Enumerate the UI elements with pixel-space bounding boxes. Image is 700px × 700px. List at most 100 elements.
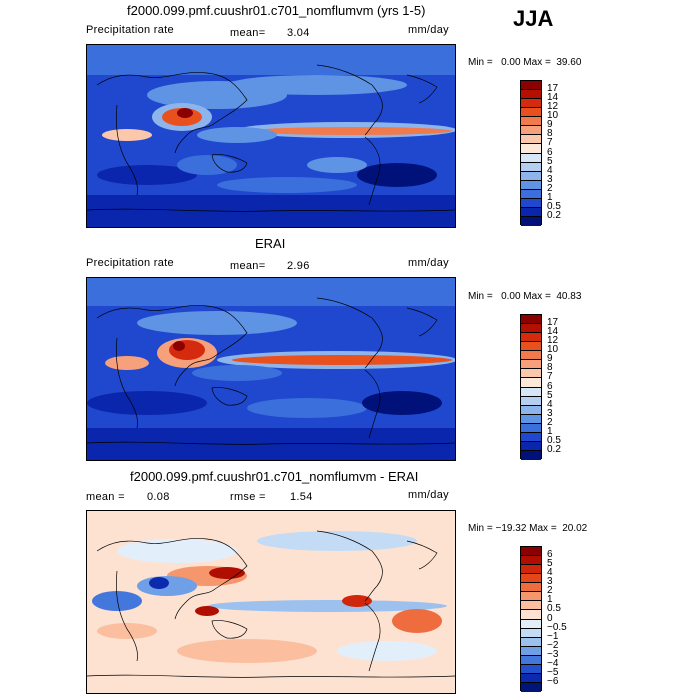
colorbar-swatch — [521, 162, 541, 172]
colorbar-tick-label: 4 — [547, 567, 553, 579]
colorbar-swatch — [521, 592, 541, 602]
panel3-difference-field — [92, 531, 447, 663]
panel3-coastlines — [87, 530, 455, 678]
panel2-colorbar — [520, 314, 542, 460]
colorbar-tick-label: 0.5 — [547, 434, 561, 446]
colorbar-tick-label: 14 — [547, 326, 559, 338]
colorbar-swatch — [521, 360, 541, 370]
colorbar-swatch — [521, 637, 541, 647]
panel2-precip-map — [86, 277, 456, 461]
colorbar-tick-label: −2 — [547, 639, 559, 651]
colorbar-tick-label: 7 — [547, 371, 553, 383]
colorbar-swatch — [521, 135, 541, 145]
colorbar-swatch — [521, 673, 541, 683]
colorbar-swatch — [521, 432, 541, 442]
colorbar-swatch — [521, 565, 541, 575]
panel2-coastlines — [87, 297, 455, 445]
colorbar-tick-label: 9 — [547, 353, 553, 365]
colorbar-swatch — [521, 99, 541, 109]
colorbar-swatch — [521, 378, 541, 388]
colorbar-tick-label: 2 — [547, 585, 553, 597]
colorbar-swatch — [521, 547, 541, 557]
colorbar-swatch — [521, 189, 541, 199]
colorbar-tick-label: 1 — [547, 425, 553, 437]
panel2-colorbar-segments — [521, 315, 541, 460]
colorbar-swatch — [521, 108, 541, 118]
colorbar-tick-label: 4 — [547, 164, 553, 176]
colorbar-swatch — [521, 117, 541, 127]
colorbar-tick-label: 12 — [547, 335, 559, 347]
colorbar-tick-label: 5 — [547, 389, 553, 401]
panel3-difference-map — [86, 510, 456, 694]
panel2-mean-label: mean= — [230, 260, 266, 272]
panel2-title: ERAI — [255, 236, 286, 251]
colorbar-swatch — [521, 441, 541, 451]
panel3-colorbar-segments — [521, 547, 541, 692]
panel2-units: mm/day — [408, 257, 449, 269]
colorbar-swatch — [521, 351, 541, 361]
colorbar-tick-label: 1 — [547, 191, 553, 203]
colorbar-tick-label: 9 — [547, 119, 553, 131]
colorbar-swatch — [521, 655, 541, 665]
colorbar-tick-label: −6 — [547, 675, 559, 687]
colorbar-tick-label: 5 — [547, 155, 553, 167]
panel3-mean-value: 0.08 — [147, 491, 170, 503]
colorbar-tick-label: 0.5 — [547, 603, 561, 615]
panel1-precip-map — [86, 44, 456, 228]
colorbar-swatch — [521, 387, 541, 397]
colorbar-tick-label: 4 — [547, 398, 553, 410]
panel1-mean-value: 3.04 — [287, 27, 310, 39]
colorbar-tick-label: 2 — [547, 416, 553, 428]
panel3-colorbar — [520, 546, 542, 692]
colorbar-tick-label: 10 — [547, 110, 559, 122]
colorbar-swatch — [521, 81, 541, 91]
colorbar-swatch — [521, 619, 541, 629]
colorbar-tick-label: 12 — [547, 101, 559, 113]
colorbar-swatch — [521, 414, 541, 424]
colorbar-swatch — [521, 646, 541, 656]
colorbar-swatch — [521, 216, 541, 226]
colorbar-tick-label: −4 — [547, 657, 559, 669]
colorbar-swatch — [521, 556, 541, 566]
panel2-map-svg — [87, 278, 455, 460]
panel3-rmse-value: 1.54 — [290, 491, 313, 503]
colorbar-tick-label: 0.2 — [547, 443, 561, 455]
colorbar-tick-label: 8 — [547, 128, 553, 140]
colorbar-tick-label: 14 — [547, 92, 559, 104]
colorbar-tick-label: 10 — [547, 344, 559, 356]
colorbar-tick-label: 7 — [547, 137, 553, 149]
panel1-variable-label: Precipitation rate — [86, 24, 174, 36]
colorbar-tick-label: 0.2 — [547, 209, 561, 221]
colorbar-swatch — [521, 198, 541, 208]
colorbar-swatch — [521, 180, 541, 190]
colorbar-tick-label: 2 — [547, 182, 553, 194]
colorbar-tick-label: 8 — [547, 362, 553, 374]
colorbar-swatch — [521, 342, 541, 352]
panel3-minmax: Min = −19.32 Max = 20.02 — [468, 523, 588, 534]
panel2-mean-value: 2.96 — [287, 260, 310, 272]
panel1-units: mm/day — [408, 24, 449, 36]
colorbar-swatch — [521, 153, 541, 163]
panel1-mean-label: mean= — [230, 27, 266, 39]
colorbar-tick-label: 0 — [547, 612, 553, 624]
colorbar-tick-label: 6 — [547, 146, 553, 158]
panel3-title: f2000.099.pmf.cuushr01.c701_nomflumvm - … — [130, 469, 419, 484]
colorbar-swatch — [521, 333, 541, 343]
colorbar-swatch — [521, 601, 541, 611]
colorbar-tick-label: −0.5 — [547, 621, 567, 633]
colorbar-tick-label: 6 — [547, 380, 553, 392]
colorbar-tick-label: 3 — [547, 173, 553, 185]
colorbar-swatch — [521, 583, 541, 593]
panel3-map-svg — [87, 511, 455, 693]
panel1-map-svg — [87, 45, 455, 227]
panel2-minmax: Min = 0.00 Max = 40.83 — [468, 291, 582, 302]
colorbar-swatch — [521, 324, 541, 334]
panel1-title: f2000.099.pmf.cuushr01.c701_nomflumvm (y… — [127, 3, 426, 18]
colorbar-swatch — [521, 610, 541, 620]
colorbar-swatch — [521, 144, 541, 154]
colorbar-tick-label: 17 — [547, 83, 559, 95]
panel3-units: mm/day — [408, 489, 449, 501]
colorbar-swatch — [521, 369, 541, 379]
colorbar-swatch — [521, 450, 541, 460]
colorbar-tick-label: 17 — [547, 317, 559, 329]
